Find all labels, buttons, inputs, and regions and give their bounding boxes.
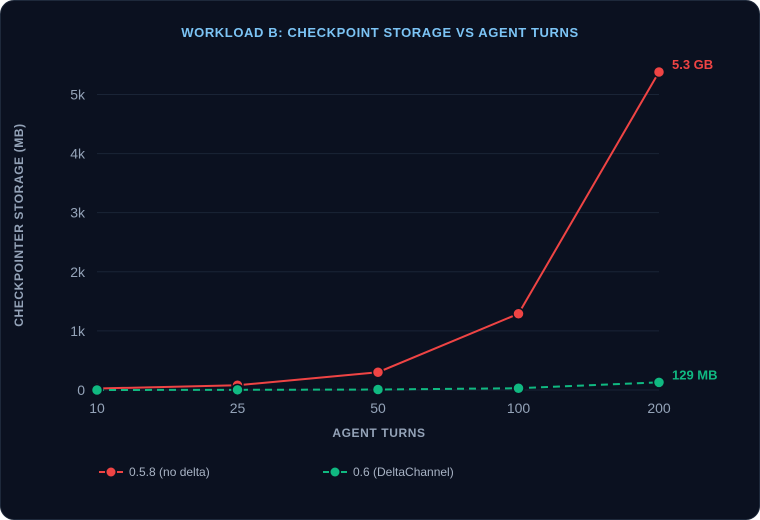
grid-lines xyxy=(97,93,659,391)
x-tick-label: 50 xyxy=(370,400,386,416)
x-axis-ticks: 10 25 50 100 200 xyxy=(89,400,671,416)
y-axis-ticks: 0 1k 2k 3k 4k 5k xyxy=(70,86,86,398)
legend-item-0[interactable]: 0.5.8 (no delta) xyxy=(99,465,210,479)
data-point[interactable] xyxy=(652,376,666,389)
series-layer: 5.3 GB 129 MB xyxy=(90,57,718,397)
legend-swatch-marker xyxy=(330,467,340,477)
data-point[interactable] xyxy=(90,383,104,397)
legend-item-1[interactable]: 0.6 (DeltaChannel) xyxy=(323,465,454,479)
data-point[interactable] xyxy=(512,381,525,395)
y-tick-label: 2k xyxy=(70,264,86,280)
series-0: 5.3 GB xyxy=(90,57,713,395)
end-value-label: 129 MB xyxy=(672,367,718,382)
x-tick-label: 25 xyxy=(230,400,246,416)
chart-title: WORKLOAD B: CHECKPOINT STORAGE VS AGENT … xyxy=(181,25,579,40)
legend-label: 0.5.8 (no delta) xyxy=(129,465,210,479)
series-line xyxy=(96,71,660,390)
end-value-label: 5.3 GB xyxy=(672,57,713,72)
y-axis-title: CHECKPOINTER STORAGE (MB) xyxy=(12,123,26,326)
y-tick-label: 4k xyxy=(70,146,86,162)
x-tick-label: 100 xyxy=(507,400,531,416)
y-tick-label: 5k xyxy=(70,86,86,102)
series-1: 129 MB xyxy=(90,367,718,397)
data-point[interactable] xyxy=(652,65,666,79)
y-tick-label: 0 xyxy=(77,382,85,398)
x-tick-label: 10 xyxy=(89,400,105,416)
data-point[interactable] xyxy=(371,383,385,396)
data-point[interactable] xyxy=(231,383,244,397)
data-point[interactable] xyxy=(512,307,525,321)
data-point[interactable] xyxy=(371,366,385,379)
x-tick-label: 200 xyxy=(647,400,671,416)
y-tick-label: 1k xyxy=(70,323,86,339)
y-tick-label: 3k xyxy=(70,205,86,221)
x-axis-title: AGENT TURNS xyxy=(332,426,425,440)
legend-label: 0.6 (DeltaChannel) xyxy=(353,465,454,479)
legend-swatch-marker xyxy=(106,467,116,477)
legend: 0.5.8 (no delta) 0.6 (DeltaChannel) xyxy=(99,465,454,479)
